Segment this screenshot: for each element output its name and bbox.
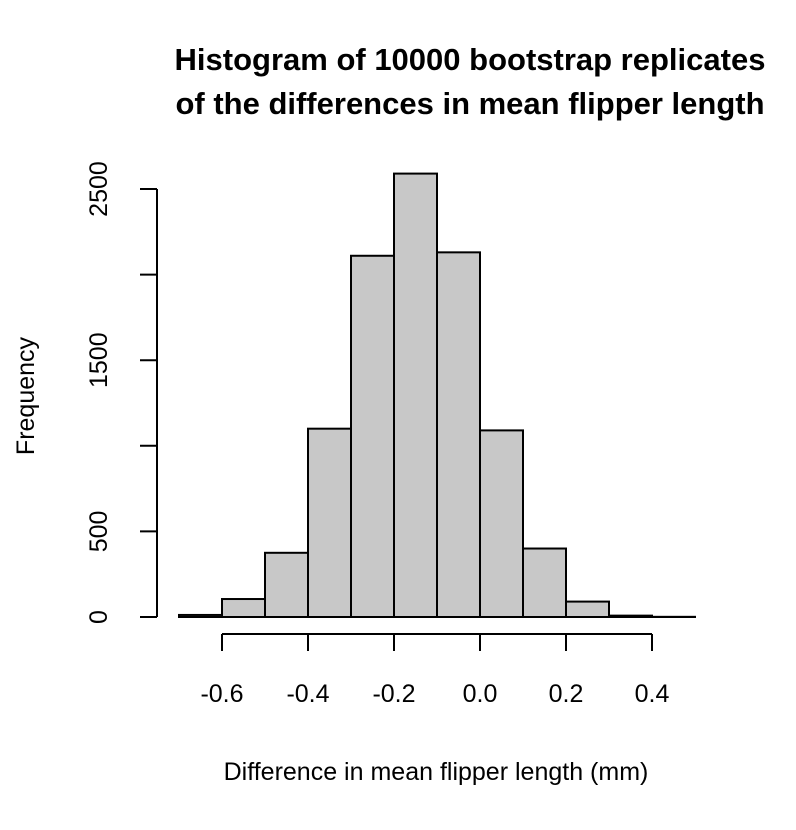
x-axis-label: Difference in mean flipper length (mm) <box>224 758 649 786</box>
y-tick-label: 2500 <box>85 161 113 217</box>
histogram-bar <box>436 251 481 618</box>
x-tick-label: -0.6 <box>200 680 243 708</box>
y-tick-label: 0 <box>85 610 113 624</box>
x-tick-label: 0.0 <box>463 680 498 708</box>
y-tick-label: 500 <box>85 511 113 553</box>
histogram-bar <box>350 254 395 618</box>
histogram-bar <box>565 600 610 618</box>
chart-title-line1: Histogram of 10000 bootstrap replicates <box>175 42 766 77</box>
x-tick-label: 0.2 <box>549 680 584 708</box>
x-tick-label: -0.2 <box>372 680 415 708</box>
histogram-bar <box>307 427 352 618</box>
histogram-bars <box>178 172 696 619</box>
x-axis: -0.6 -0.4 -0.2 0.0 0.2 0.4 <box>200 633 670 708</box>
histogram-bar <box>608 614 653 618</box>
y-tick-label: 1500 <box>85 332 113 388</box>
histogram-bar <box>522 547 567 619</box>
y-axis-label: Frequency <box>12 336 40 455</box>
histogram-bar <box>479 429 524 618</box>
histogram-bar <box>178 613 223 619</box>
chart-title-line2: of the differences in mean flipper lengt… <box>175 86 764 121</box>
histogram-bar <box>264 551 309 618</box>
histogram-bar <box>221 598 266 618</box>
x-tick-label: 0.4 <box>635 680 670 708</box>
histogram-bar <box>393 172 438 618</box>
y-axis: 0 500 1500 2500 <box>85 161 158 624</box>
x-tick-label: -0.4 <box>286 680 329 708</box>
